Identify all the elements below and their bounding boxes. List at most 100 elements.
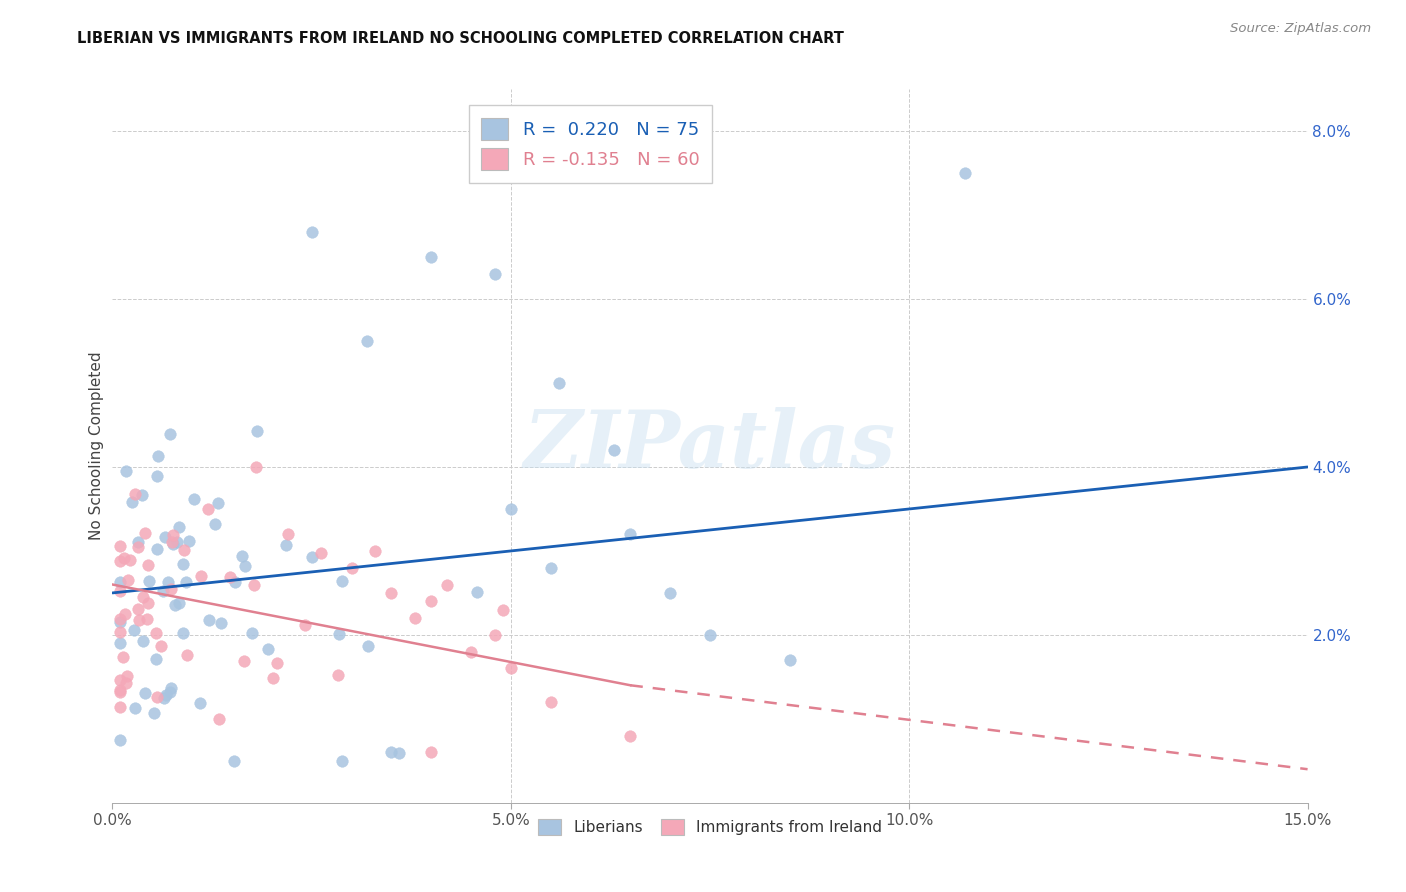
Point (115, 464, 138, 478)
Point (364, 544, 387, 558)
Point (110, 615, 132, 629)
Point (110, 700, 132, 714)
Point (134, 526, 156, 541)
Point (257, 642, 280, 657)
Point (380, 586, 402, 600)
Point (136, 597, 159, 611)
Point (159, 427, 181, 442)
Point (146, 469, 169, 483)
Point (233, 559, 256, 574)
Point (163, 598, 186, 612)
Point (619, 527, 641, 541)
Point (138, 574, 160, 588)
Text: LIBERIAN VS IMMIGRANTS FROM IRELAND NO SCHOOLING COMPLETED CORRELATION CHART: LIBERIAN VS IMMIGRANTS FROM IRELAND NO S… (77, 31, 844, 46)
Point (127, 601, 149, 615)
Point (209, 616, 232, 631)
Point (484, 267, 506, 281)
Point (276, 538, 298, 552)
Point (183, 492, 205, 507)
Point (110, 636, 132, 650)
Point (224, 575, 246, 590)
Point (155, 688, 177, 702)
Point (114, 607, 136, 621)
Point (326, 668, 349, 682)
Point (277, 527, 299, 541)
Point (330, 574, 353, 588)
Point (177, 533, 200, 548)
Point (136, 612, 159, 626)
Point (231, 549, 253, 563)
Point (110, 554, 132, 568)
Point (127, 541, 149, 555)
Point (330, 754, 353, 768)
Point (127, 535, 149, 549)
Point (160, 535, 183, 549)
Point (245, 460, 267, 475)
Text: ZIPatlas: ZIPatlas (524, 408, 896, 484)
Point (153, 530, 176, 544)
Point (131, 488, 153, 502)
Point (132, 633, 155, 648)
Point (111, 650, 134, 665)
Point (404, 611, 426, 625)
Point (420, 594, 443, 608)
Text: Source: ZipAtlas.com: Source: ZipAtlas.com (1230, 22, 1371, 36)
Point (112, 550, 135, 565)
Point (659, 586, 682, 600)
Point (197, 614, 219, 628)
Point (246, 424, 269, 438)
Point (603, 443, 626, 458)
Point (117, 573, 139, 587)
Point (953, 166, 976, 180)
Point (152, 691, 174, 706)
Point (146, 690, 169, 704)
Point (121, 495, 143, 509)
Point (143, 706, 166, 721)
Point (547, 376, 569, 390)
Point (262, 671, 284, 685)
Point (145, 651, 167, 665)
Point (152, 583, 174, 598)
Legend: Liberians, Immigrants from Ireland: Liberians, Immigrants from Ireland (531, 813, 889, 841)
Point (145, 626, 167, 640)
Point (110, 539, 132, 553)
Point (136, 558, 159, 573)
Point (242, 625, 264, 640)
Point (540, 560, 562, 574)
Point (699, 628, 721, 642)
Point (219, 570, 242, 584)
Point (173, 542, 195, 557)
Point (110, 683, 132, 698)
Point (294, 618, 316, 632)
Point (328, 626, 350, 640)
Point (160, 582, 183, 596)
Point (145, 542, 167, 557)
Point (156, 574, 179, 589)
Point (388, 746, 411, 760)
Point (162, 528, 184, 542)
Point (204, 516, 226, 531)
Point (110, 673, 132, 687)
Point (380, 746, 402, 760)
Point (232, 654, 254, 668)
Point (124, 700, 146, 714)
Point (357, 640, 380, 654)
Point (467, 585, 489, 599)
Point (499, 661, 522, 675)
Point (266, 656, 288, 670)
Point (499, 502, 522, 516)
Point (356, 334, 378, 348)
Point (166, 534, 188, 549)
Point (460, 645, 482, 659)
Point (124, 624, 146, 638)
Point (134, 686, 156, 700)
Point (420, 250, 443, 264)
Point (436, 577, 458, 591)
Point (115, 676, 138, 690)
Point (172, 625, 194, 640)
Point (188, 696, 211, 710)
Point (301, 225, 323, 239)
Point (118, 553, 141, 567)
Point (619, 729, 641, 743)
Point (132, 590, 155, 604)
